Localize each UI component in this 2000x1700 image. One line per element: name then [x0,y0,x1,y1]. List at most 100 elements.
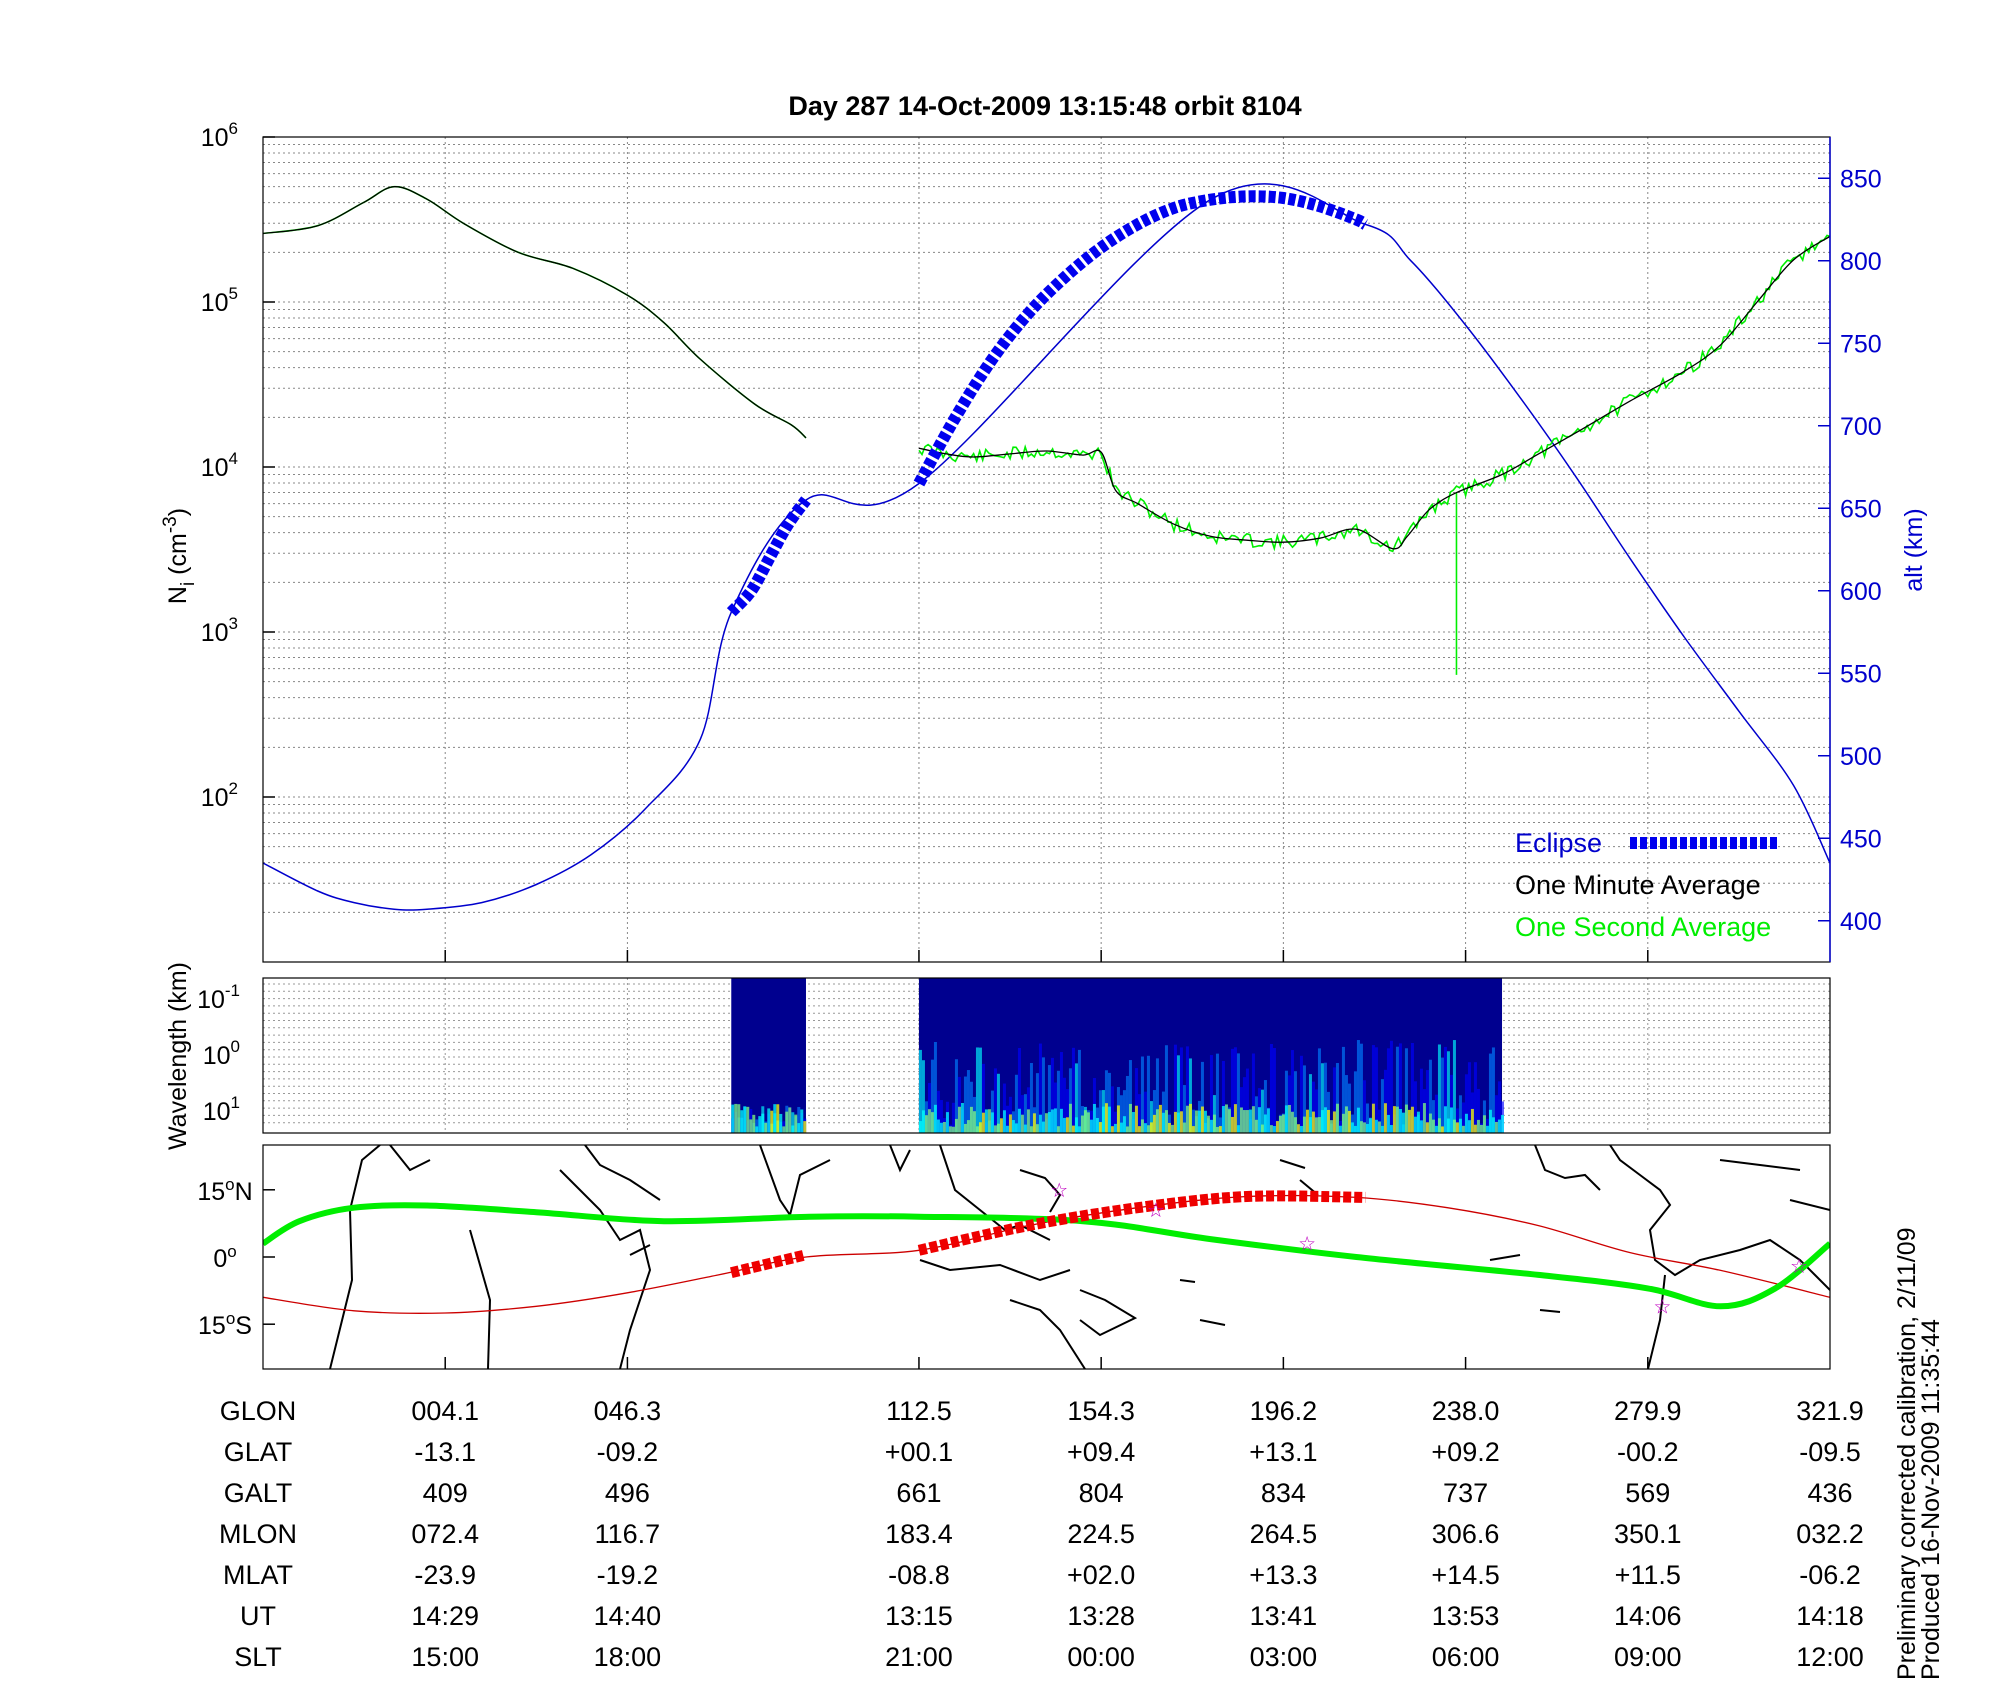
spectrogram-y-label: Wavelength (km) [164,962,192,1150]
one-second-line [918,234,1830,553]
spectrogram-cell [1398,1043,1402,1133]
altitude-tick-label: 800 [1840,248,1882,276]
table-row-label: MLAT [223,1560,293,1590]
spectrogram-cell [1293,1117,1297,1133]
spectrogram-cell [1347,1110,1351,1133]
spectrogram-cell [1023,1094,1027,1133]
spectrogram-cell [1386,1114,1390,1133]
spectrogram-cell [1128,1103,1132,1133]
table-cell: +00.1 [885,1437,953,1467]
spectrogram-cell [1434,1125,1438,1133]
spectrogram-cell [1386,1048,1390,1133]
altitude-tick-label: 750 [1840,330,1882,358]
spectrogram-cell [743,1106,747,1133]
spectrogram-cell [1338,1125,1342,1133]
spectrogram-cell [1266,1108,1270,1133]
spectrogram-cell [1371,1045,1375,1133]
spectrogram-cell [1233,1047,1237,1133]
spectrogram-cell [975,1047,979,1133]
spectrogram-cell [1044,1113,1048,1133]
table-cell: +02.0 [1067,1560,1135,1590]
spectrogram-cell [1122,1116,1126,1133]
spectrogram-cell [921,1060,925,1133]
spectrogram-cell [1473,1062,1477,1133]
spectrogram-cell [1011,1120,1015,1133]
spectrogram-cell [1464,1074,1468,1133]
table-cell: 18:00 [594,1642,662,1672]
spectrogram-cell [1059,1108,1063,1133]
altitude-tick-label: 500 [1840,743,1882,771]
altitude-tick-label: 550 [1840,660,1882,688]
spectrogram-cell [1257,1107,1261,1133]
spectrogram-cell [1110,1126,1114,1133]
map-tick-label: 15oS [198,1309,252,1340]
spectrogram-cell [1275,1121,1279,1133]
spectrogram-cell [1431,1119,1435,1133]
footnote-line-1: Preliminary corrected calibration, 2/11/… [1893,1227,1921,1680]
spectrogram-cell [1428,1059,1432,1133]
table-cell: 496 [605,1478,650,1508]
spectrogram-cell [1287,1104,1291,1133]
spectrogram-tick-label: 10-1 [197,981,240,1014]
density-tick-label: 105 [201,284,238,317]
spectrogram-cell [1215,1053,1219,1133]
spectrogram-cell [1359,1121,1363,1133]
one-minute-line [263,186,807,439]
spectrogram-cell [978,1122,982,1133]
spectrogram-cell [1377,1121,1381,1133]
spectrogram-cell [1401,1112,1405,1133]
spectrogram-cell [1191,1126,1195,1133]
spectrogram-cell [1014,1074,1018,1133]
spectrogram-cell [1050,1109,1054,1133]
map-tracks: ☆ ☆ ☆ ☆ ☆ [263,1178,1830,1318]
altitude-tick-label: 400 [1840,908,1882,936]
spectrogram-cell [749,1119,753,1133]
spectrogram-cell [1023,1124,1027,1133]
spectrogram-cell [981,1112,985,1133]
spectrogram-cell [978,1047,982,1133]
spectrogram-cell [1236,1053,1240,1133]
table-cell: -09.2 [597,1437,659,1467]
spectrogram-cell [1446,1051,1450,1133]
spectrogram-cell [1185,1105,1189,1133]
spectrogram-cell [1410,1106,1414,1133]
spectrogram-cell [1020,1114,1024,1133]
spectrogram-cell [1350,1122,1354,1133]
table-cell: 737 [1443,1478,1488,1508]
spectrogram-cell [1443,1046,1447,1133]
spectrogram-cell [1188,1058,1192,1133]
altitude-tick-label: 600 [1840,578,1882,606]
spectrogram-cell [1176,1112,1180,1133]
spectrogram-cell [1473,1124,1477,1133]
spectrogram-cell [1050,1057,1054,1133]
orbit-parameter-table: GLON GLAT GALT MLON MLAT UT SLT 004.1 -13.1 409 07… [219,1396,1864,1672]
spectrogram-cell [927,1082,931,1133]
spectrogram-cell [1191,1109,1195,1133]
table-cell: 09:00 [1614,1642,1682,1672]
table-cell: 661 [896,1478,941,1508]
spectrogram-cell [966,1070,970,1133]
spectrogram-cell [737,1104,741,1133]
spectrogram-cell [1467,1062,1471,1133]
spectrogram-cell [1422,1103,1426,1133]
spectrogram-cell [1425,1070,1429,1133]
spectrogram-cell [1068,1103,1072,1133]
spectrogram-cell [1194,1110,1198,1133]
spectrogram-cell [1140,1119,1144,1133]
spectrogram-cell [1071,1047,1075,1133]
table-cell: 03:00 [1250,1642,1318,1672]
spectrogram-cell [1155,1058,1159,1133]
spectrogram-cell [1038,1114,1042,1133]
spectrogram-cell [1005,1105,1009,1133]
spectrogram-cell [1278,1115,1282,1133]
spectrogram-cell [1359,1043,1363,1133]
spectrogram-cell [1086,1112,1090,1133]
spectrogram-cell [1002,1110,1006,1133]
density-series-layer [263,183,1830,911]
spectrogram-cell [1491,1047,1495,1133]
spectrogram-cell [1053,1082,1057,1133]
footnote-line-2: Produced 16-Nov-2009 11:35:44 [1917,1319,1945,1680]
table-cell: 12:00 [1796,1642,1864,1672]
table-cell: 834 [1261,1478,1306,1508]
spectrogram-cell [1476,1119,1480,1133]
